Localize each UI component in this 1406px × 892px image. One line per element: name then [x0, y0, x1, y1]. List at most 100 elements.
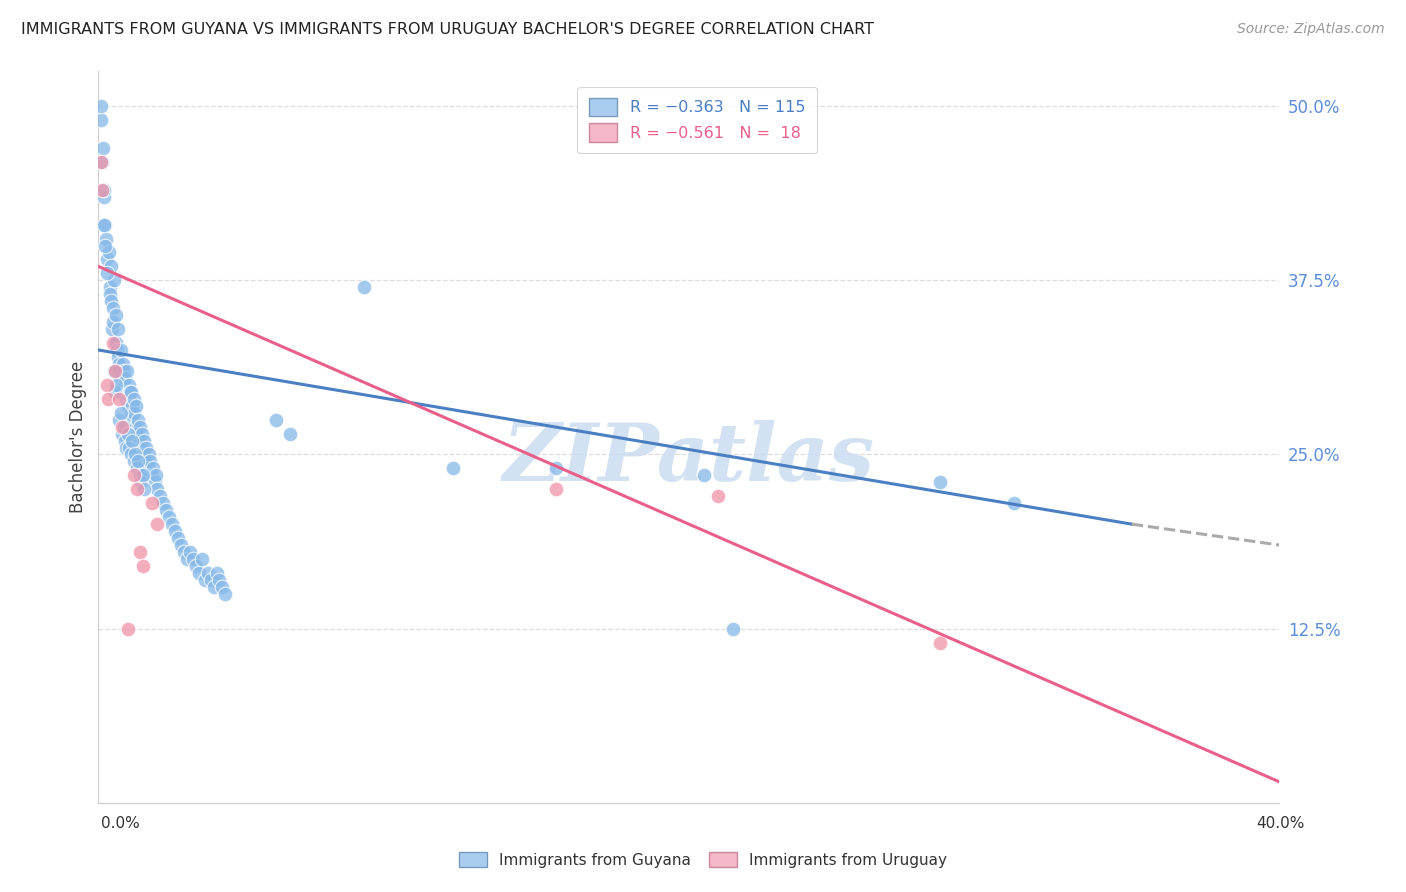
Point: [94, 231, 117, 245]
Point: [115, 441, 138, 455]
Point: [122, 412, 145, 426]
Point: [91, 141, 114, 155]
Point: [111, 384, 134, 399]
Point: [98, 280, 121, 294]
Legend: R = −0.363   N = 115, R = −0.561   N =  18: R = −0.363 N = 115, R = −0.561 N = 18: [578, 87, 817, 153]
Point: [110, 343, 132, 357]
Point: [134, 483, 156, 497]
Point: [441, 461, 464, 475]
Point: [141, 468, 163, 483]
Point: [108, 392, 131, 406]
Point: [139, 454, 162, 468]
Point: [125, 399, 148, 413]
Point: [125, 426, 148, 441]
Point: [114, 434, 136, 448]
Point: [115, 392, 138, 406]
Point: [105, 377, 128, 392]
Point: [134, 454, 156, 468]
Point: [96, 252, 118, 267]
Point: [90, 99, 112, 113]
Point: [125, 483, 148, 497]
Point: [127, 412, 149, 426]
Point: [928, 475, 950, 490]
Text: ZIPatlas: ZIPatlas: [503, 420, 875, 498]
Point: [94, 218, 117, 232]
Point: [928, 635, 950, 649]
Point: [194, 573, 217, 587]
Point: [211, 580, 233, 594]
Text: 40.0%: 40.0%: [1257, 816, 1305, 831]
Point: [118, 377, 141, 392]
Point: [141, 496, 163, 510]
Point: [96, 266, 118, 280]
Point: [107, 322, 129, 336]
Point: [100, 322, 122, 336]
Point: [132, 558, 155, 573]
Point: [278, 426, 302, 441]
Point: [128, 468, 150, 483]
Point: [157, 510, 180, 524]
Point: [122, 392, 145, 406]
Point: [184, 558, 207, 573]
Point: [100, 260, 122, 274]
Text: 0.0%: 0.0%: [101, 816, 141, 831]
Point: [96, 377, 118, 392]
Point: [110, 371, 132, 385]
Point: [105, 343, 128, 357]
Point: [98, 287, 121, 301]
Point: [124, 406, 146, 420]
Point: [173, 545, 195, 559]
Point: [165, 524, 187, 538]
Point: [353, 280, 375, 294]
Point: [149, 489, 172, 503]
Point: [93, 218, 115, 232]
Point: [138, 448, 160, 462]
Point: [128, 419, 150, 434]
Point: [124, 419, 146, 434]
Point: [104, 364, 127, 378]
Point: [112, 377, 135, 392]
Point: [112, 364, 135, 378]
Point: [170, 538, 193, 552]
Point: [187, 566, 209, 580]
Point: [117, 364, 139, 378]
Point: [129, 441, 152, 455]
Point: [103, 315, 125, 329]
Point: [114, 371, 136, 385]
Point: [111, 419, 134, 434]
Point: [121, 434, 143, 448]
Point: [91, 155, 114, 169]
Text: IMMIGRANTS FROM GUYANA VS IMMIGRANTS FROM URUGUAY BACHELOR'S DEGREE CORRELATION : IMMIGRANTS FROM GUYANA VS IMMIGRANTS FRO…: [21, 22, 875, 37]
Point: [100, 294, 122, 309]
Point: [108, 364, 131, 378]
Point: [90, 155, 112, 169]
Point: [132, 448, 155, 462]
Point: [120, 384, 142, 399]
Point: [120, 448, 142, 462]
Point: [200, 573, 222, 587]
Point: [117, 426, 139, 441]
Point: [112, 419, 135, 434]
Point: [134, 434, 156, 448]
Point: [121, 384, 143, 399]
Point: [152, 496, 174, 510]
Point: [264, 412, 287, 426]
Point: [155, 503, 177, 517]
Point: [693, 468, 716, 483]
Point: [103, 336, 125, 351]
Point: [105, 336, 128, 351]
Point: [135, 441, 157, 455]
Point: [721, 622, 744, 636]
Point: [111, 426, 134, 441]
Point: [104, 336, 127, 351]
Point: [707, 489, 730, 503]
Legend: Immigrants from Guyana, Immigrants from Uruguay: Immigrants from Guyana, Immigrants from …: [453, 846, 953, 873]
Point: [93, 190, 115, 204]
Point: [136, 461, 159, 475]
Point: [179, 545, 201, 559]
Point: [146, 483, 169, 497]
Point: [122, 468, 145, 483]
Point: [128, 545, 150, 559]
Point: [544, 483, 567, 497]
Point: [142, 461, 165, 475]
